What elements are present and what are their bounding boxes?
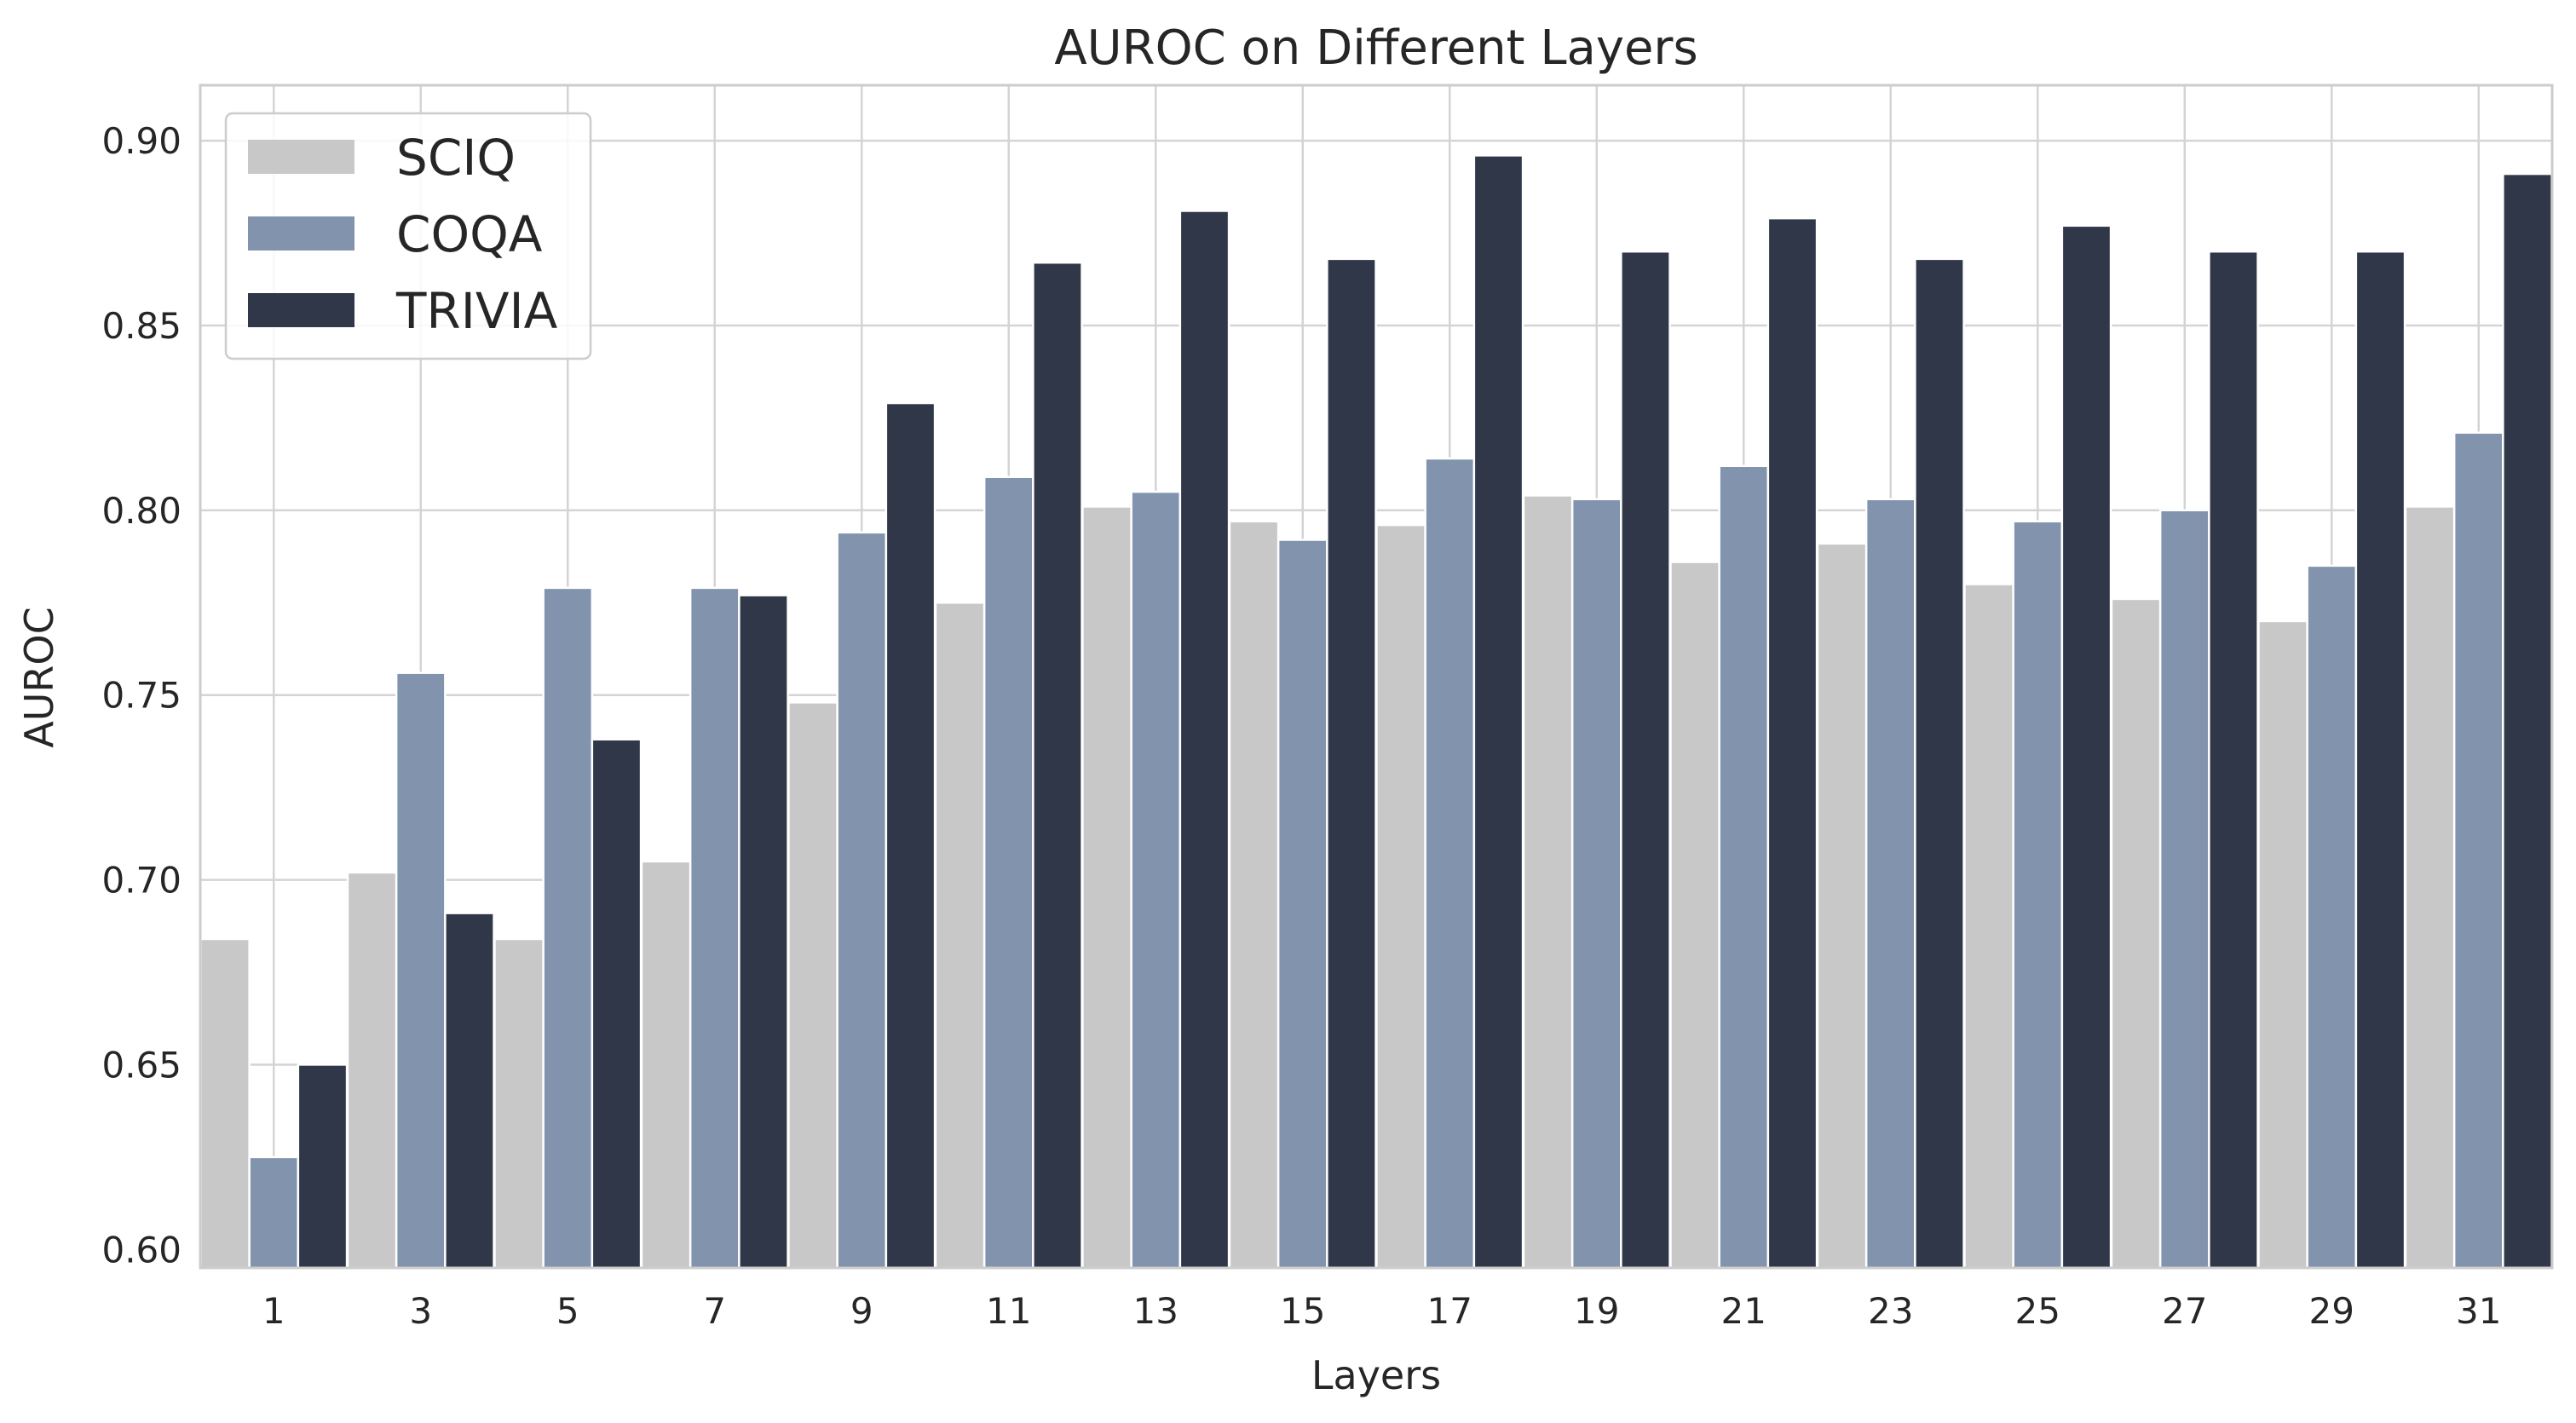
plot-area: 0.600.650.700.750.800.850.901 3 5 7 9 11 13 15 1… (101, 84, 2554, 1332)
legend-swatch-sciq (248, 140, 354, 174)
x-tick-label: 15 (1280, 1290, 1325, 1332)
y-tick-label: 0.80 (101, 490, 182, 532)
legend: SCIQ COQA TRIVIA (224, 112, 592, 360)
bar-trivia-layer-21 (1766, 216, 1818, 1270)
bar-sciq-layer-27 (2110, 597, 2162, 1270)
bar-trivia-layer-29 (2354, 250, 2406, 1270)
legend-label-coqa: COQA (396, 205, 543, 263)
y-tick-label: 0.70 (101, 860, 182, 902)
bar-trivia-layer-23 (1914, 257, 1965, 1270)
bar-coqa-layer-1 (248, 1155, 300, 1270)
bar-trivia-layer-7 (738, 594, 789, 1270)
bar-sciq-layer-5 (493, 937, 545, 1270)
bar-coqa-layer-13 (1130, 490, 1182, 1270)
bar-trivia-layer-27 (2208, 250, 2259, 1270)
bar-coqa-layer-31 (2452, 431, 2504, 1270)
bar-sciq-layer-29 (2257, 619, 2308, 1270)
y-tick-label: 0.65 (101, 1044, 182, 1086)
bar-coqa-layer-15 (1276, 539, 1328, 1270)
bar-sciq-layer-25 (1963, 583, 2014, 1270)
bar-coqa-layer-29 (2306, 564, 2358, 1270)
y-axis-label: AUROC (16, 607, 62, 747)
bar-trivia-layer-17 (1472, 154, 1524, 1270)
bar-trivia-layer-31 (2502, 172, 2553, 1270)
bar-coqa-layer-11 (983, 475, 1034, 1270)
bar-sciq-layer-1 (199, 937, 251, 1270)
bar-coqa-layer-25 (2012, 520, 2064, 1270)
bar-sciq-layer-23 (1816, 542, 1868, 1270)
chart-title: AUROC on Different Layers (1054, 20, 1697, 76)
x-tick-label: 25 (2015, 1290, 2060, 1332)
x-tick-label: 27 (2162, 1290, 2207, 1332)
bar-coqa-layer-3 (395, 671, 447, 1270)
bar-sciq-layer-21 (1669, 561, 1720, 1270)
x-tick-label: 3 (409, 1290, 432, 1332)
bar-trivia-layer-1 (297, 1063, 349, 1270)
x-tick-label: 23 (1868, 1290, 1913, 1332)
bar-sciq-layer-31 (2404, 505, 2456, 1270)
bar-trivia-layer-5 (591, 738, 643, 1270)
bar-sciq-layer-15 (1228, 520, 1280, 1270)
y-tick-label: 0.90 (101, 120, 182, 162)
bar-coqa-layer-19 (1570, 498, 1622, 1270)
bar-trivia-layer-25 (2060, 224, 2112, 1270)
x-tick-label: 9 (850, 1290, 873, 1332)
bar-trivia-layer-3 (444, 912, 495, 1270)
legend-swatch-coqa (248, 216, 354, 251)
bar-sciq-layer-7 (640, 860, 692, 1270)
bar-coqa-layer-21 (1718, 464, 1770, 1270)
legend-label-sciq: SCIQ (396, 129, 516, 187)
bar-trivia-layer-9 (885, 401, 936, 1270)
bar-coqa-layer-23 (1864, 498, 1916, 1270)
x-tick-label: 5 (556, 1290, 579, 1332)
bar-trivia-layer-15 (1326, 257, 1377, 1270)
x-tick-label: 11 (986, 1290, 1031, 1332)
bar-sciq-layer-9 (787, 701, 838, 1270)
bar-coqa-layer-27 (2158, 509, 2210, 1270)
legend-label-trivia: TRIVIA (395, 282, 558, 340)
y-tick-label: 0.85 (101, 305, 182, 347)
bar-coqa-layer-5 (542, 586, 594, 1270)
bar-coqa-layer-9 (836, 531, 888, 1270)
plot-frame (199, 84, 2554, 1270)
x-axis-label: Layers (1311, 1352, 1441, 1398)
legend-swatch-trivia (248, 293, 354, 327)
x-tick-label: 17 (1427, 1290, 1472, 1332)
bar-sciq-layer-3 (346, 871, 398, 1270)
x-tick-label: 1 (262, 1290, 285, 1332)
bar-trivia-layer-19 (1620, 250, 1671, 1270)
bar-trivia-layer-13 (1179, 210, 1230, 1270)
x-tick-label: 19 (1574, 1290, 1619, 1332)
y-tick-label: 0.60 (101, 1229, 182, 1270)
bar-sciq-layer-19 (1522, 494, 1574, 1270)
y-tick-label: 0.75 (101, 675, 182, 717)
x-tick-label: 31 (2456, 1290, 2501, 1332)
bar-sciq-layer-17 (1375, 523, 1426, 1270)
x-tick-label: 21 (1721, 1290, 1766, 1332)
x-tick-label: 29 (2309, 1290, 2354, 1332)
x-tick-label: 13 (1133, 1290, 1179, 1332)
bar-sciq-layer-13 (1081, 505, 1132, 1270)
bar-sciq-layer-11 (934, 602, 986, 1270)
bar-coqa-layer-7 (689, 586, 741, 1270)
x-tick-label: 7 (703, 1290, 726, 1332)
bar-trivia-layer-11 (1032, 261, 1083, 1270)
bar-coqa-layer-17 (1424, 457, 1476, 1270)
